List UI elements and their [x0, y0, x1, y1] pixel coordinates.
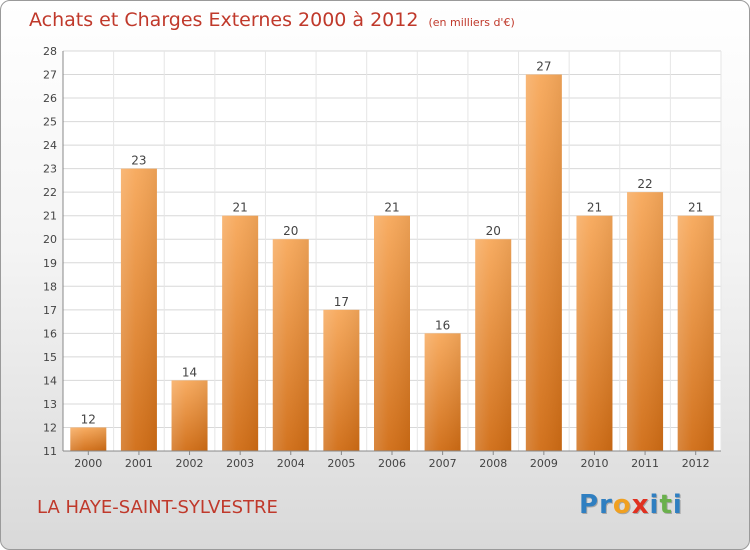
logo-letter: x: [631, 490, 650, 520]
data-label: 21: [233, 201, 248, 215]
commune-name: LA HAYE-SAINT-SYLVESTRE: [37, 497, 278, 518]
x-tick-label: 2010: [580, 457, 608, 470]
data-label: 16: [435, 318, 450, 332]
bar-shine: [627, 192, 664, 452]
x-tick-label: 2002: [176, 457, 204, 470]
data-label: 20: [486, 224, 501, 238]
x-tick-label: 2004: [277, 457, 305, 470]
data-label: 20: [283, 224, 298, 238]
proxiti-logo: Proxiti: [579, 490, 683, 520]
data-label: 22: [637, 177, 652, 191]
x-tick-label: 2003: [226, 457, 254, 470]
logo-letter: P: [579, 490, 600, 520]
bar-shine: [374, 215, 410, 451]
bar-shine: [677, 215, 714, 451]
bar-shine: [323, 309, 360, 451]
data-label: 12: [81, 412, 96, 426]
x-tick-label: 2008: [479, 457, 507, 470]
y-tick-label: 11: [43, 445, 57, 458]
data-label: 21: [587, 201, 602, 215]
x-tick-label: 2009: [530, 457, 558, 470]
y-tick-label: 20: [43, 233, 57, 246]
y-tick-label: 17: [43, 304, 57, 317]
data-label: 14: [182, 365, 197, 379]
logo-letter: t: [659, 490, 673, 520]
unit-label: (en milliers d'€): [428, 16, 515, 29]
data-label: 17: [334, 295, 349, 309]
bar-shine: [70, 427, 107, 451]
x-tick-label: 2011: [631, 457, 659, 470]
bar-shine: [171, 380, 208, 451]
data-label: 27: [536, 60, 551, 74]
x-tick-label: 2007: [429, 457, 457, 470]
y-tick-label: 24: [43, 139, 57, 152]
y-tick-label: 14: [43, 374, 57, 387]
bar-shine: [525, 74, 562, 451]
bar-shine: [424, 333, 461, 451]
bar-shine: [120, 168, 157, 451]
y-tick-label: 18: [43, 280, 57, 293]
chart-title: Achats et Charges Externes 2000 à 2012 (e…: [29, 9, 515, 31]
y-tick-label: 25: [43, 116, 57, 129]
bar-shine: [272, 239, 309, 451]
y-tick-label: 22: [43, 186, 57, 199]
y-tick-label: 27: [43, 69, 57, 82]
x-tick-label: 2000: [74, 457, 102, 470]
logo-letter: i: [672, 490, 683, 520]
logo-letter: r: [599, 490, 613, 520]
bar-shine: [576, 215, 613, 451]
y-tick-label: 15: [43, 351, 57, 364]
data-label: 23: [131, 154, 146, 168]
title-text: Achats et Charges Externes 2000 à 2012: [29, 9, 419, 31]
bar-shine: [475, 239, 512, 451]
logo-letter: o: [612, 490, 632, 520]
y-tick-label: 26: [43, 92, 57, 105]
y-tick-label: 21: [43, 210, 57, 223]
bar-shine: [222, 215, 259, 451]
x-tick-label: 2005: [327, 457, 355, 470]
data-label: 21: [688, 201, 703, 215]
y-tick-label: 13: [43, 398, 57, 411]
logo-letter: i: [649, 490, 660, 520]
y-tick-label: 23: [43, 163, 57, 176]
y-tick-label: 28: [43, 45, 57, 58]
y-tick-label: 16: [43, 327, 57, 340]
x-tick-label: 2006: [378, 457, 406, 470]
y-tick-label: 12: [43, 421, 57, 434]
x-tick-label: 2001: [125, 457, 153, 470]
x-tick-label: 2012: [682, 457, 710, 470]
data-label: 21: [384, 201, 399, 215]
y-tick-label: 19: [43, 257, 57, 270]
